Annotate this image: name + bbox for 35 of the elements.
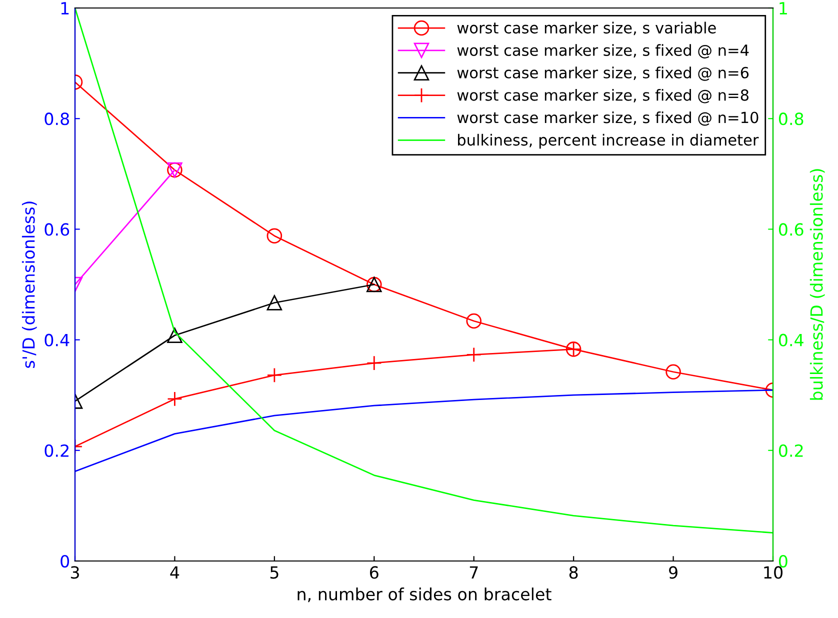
y-tick-label: 0 xyxy=(60,554,70,568)
point xyxy=(167,328,182,344)
x-tick-label: 8 xyxy=(569,566,578,579)
legend-label: worst case marker size, s fixed @ n=8 xyxy=(457,89,748,104)
y2-tick-label: 0.8 xyxy=(778,112,804,126)
y2-tick-label: 0.6 xyxy=(778,223,804,236)
y2-axis-title: bulkiness/D (dimensionless) xyxy=(810,169,825,400)
x-tick-label: 3 xyxy=(70,566,79,579)
x-axis-title: n, number of sides on bracelet xyxy=(298,588,552,602)
y2-tick-label: 0.2 xyxy=(778,444,803,457)
y2-tick-label: 0.4 xyxy=(778,334,804,346)
point xyxy=(466,313,482,329)
point xyxy=(666,364,681,380)
x-tick-label: 4 xyxy=(170,566,180,579)
y-tick-label: 0.4 xyxy=(44,334,70,346)
y-tick-label: 1 xyxy=(61,2,69,14)
legend-label: worst case marker size, s fixed @ n=4 xyxy=(457,44,749,58)
point xyxy=(266,295,282,310)
y2-tick-label: 0 xyxy=(778,554,788,568)
legend-label: bulkiness, percent increase in diameter xyxy=(458,134,759,149)
x-tick-label: 6 xyxy=(370,566,378,579)
y-axis-title: s'/D (dimensionless) xyxy=(22,202,37,368)
x-tick-label: 9 xyxy=(669,566,678,579)
point xyxy=(266,228,282,244)
legend-label: worst case marker size, s variable xyxy=(457,22,716,36)
x-tick-label: 5 xyxy=(270,566,278,579)
y2-tick-label: 1 xyxy=(780,2,787,14)
y-tick-label: 0.8 xyxy=(44,112,69,126)
line-series xyxy=(75,8,773,534)
x-tick-label: 7 xyxy=(470,566,478,579)
y-tick-label: 0.2 xyxy=(44,444,68,457)
y-tick-label: 0.6 xyxy=(44,223,70,236)
legend-label: worst case marker size, s fixed @ n=10 xyxy=(457,111,758,126)
legend-label: worst case marker size, s fixed @ n=6 xyxy=(457,66,749,81)
x-tick-label: 10 xyxy=(764,566,782,579)
